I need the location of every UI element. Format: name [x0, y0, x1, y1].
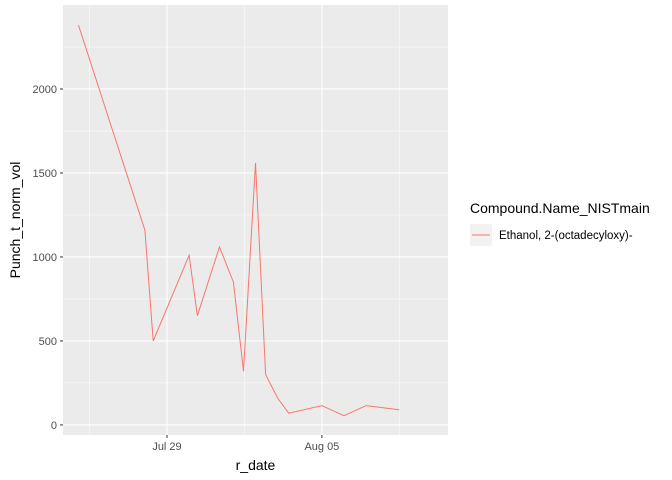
y-tick-label: 1500	[33, 168, 57, 180]
x-tick-label: Aug 05	[304, 441, 339, 453]
minor-gridlines	[63, 5, 448, 435]
legend-entry-label: Ethanol, 2-(octadecyloxy)-	[499, 230, 633, 242]
legend: Compound.Name_NISTmain Ethanol, 2-(octad…	[470, 200, 650, 246]
y-tick-label: 2000	[33, 84, 57, 96]
y-axis-title: Punch_t_norm_vol	[7, 162, 23, 279]
plot-panel	[63, 5, 448, 435]
series-layer	[78, 25, 400, 417]
x-axis: Jul 29 Aug 05	[152, 435, 339, 453]
legend-title: Compound.Name_NISTmain	[470, 200, 650, 216]
major-gridlines	[63, 5, 448, 435]
series-line-0	[78, 25, 400, 417]
y-tick-label: 500	[39, 336, 57, 348]
y-tick-label: 1000	[33, 252, 57, 264]
y-axis: 0 500 1000 1500 2000	[33, 84, 63, 432]
x-tick-label: Jul 29	[152, 441, 181, 453]
y-tick-label: 0	[51, 420, 57, 432]
x-axis-title: r_date	[236, 457, 276, 473]
